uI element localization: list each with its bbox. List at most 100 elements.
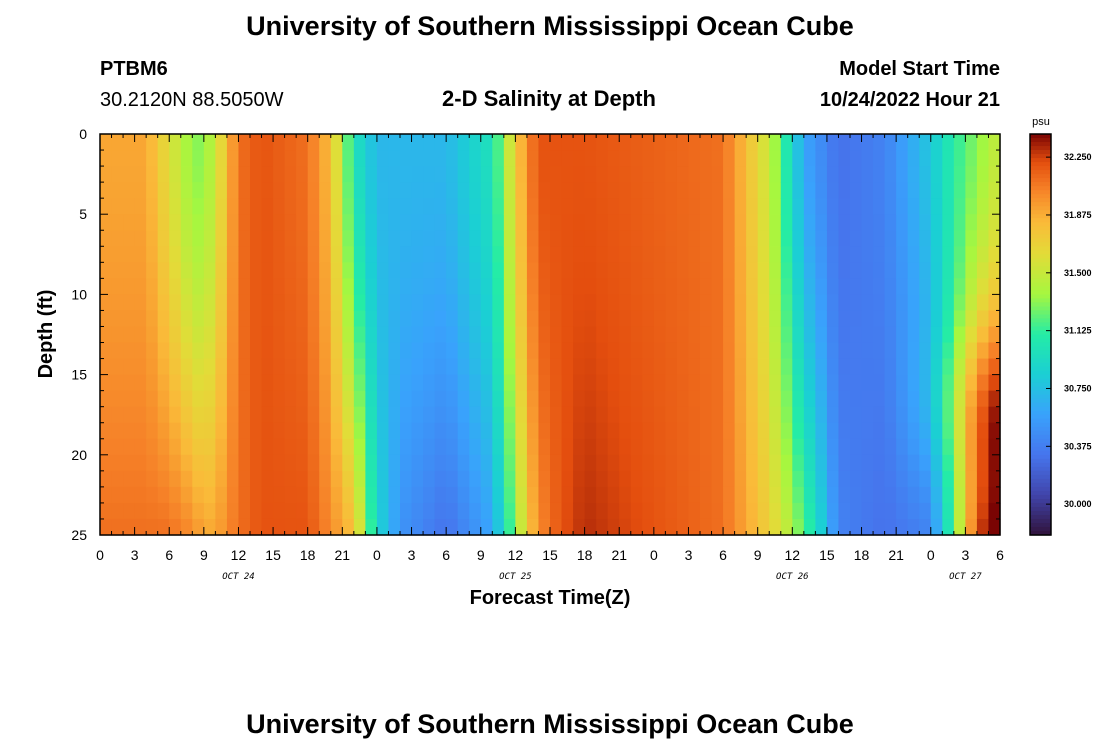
heatmap-cell <box>180 214 193 231</box>
heatmap-cell <box>169 470 182 488</box>
heatmap-cell <box>550 150 563 167</box>
heatmap-cell <box>123 454 136 472</box>
heatmap-cell <box>111 326 124 344</box>
heatmap-cell <box>884 262 897 279</box>
heatmap-cell <box>930 166 943 183</box>
heatmap-cell <box>838 470 851 488</box>
colorbar-segment <box>1030 402 1051 408</box>
heatmap-cell <box>123 390 136 408</box>
heatmap-cell <box>134 134 147 151</box>
heatmap-cell <box>630 246 643 263</box>
colorbar-segment <box>1030 158 1051 163</box>
heatmap-cell <box>388 486 401 504</box>
heatmap-cell <box>480 422 493 440</box>
heatmap-cell <box>930 310 943 328</box>
heatmap-cell <box>630 406 643 424</box>
heatmap-cell <box>388 294 401 312</box>
heatmap-cell <box>492 454 505 472</box>
heatmap-cell <box>884 518 897 536</box>
heatmap-cell <box>273 454 286 472</box>
heatmap-cell <box>111 502 124 520</box>
heatmap-cell <box>434 294 447 312</box>
heatmap-cell <box>307 134 320 151</box>
colorbar-segment <box>1030 354 1051 360</box>
heatmap-cell <box>480 358 493 376</box>
heatmap-cell <box>215 262 228 279</box>
heatmap-cell <box>376 342 390 360</box>
heatmap-cell <box>319 470 332 488</box>
colorbar-segment <box>1030 314 1051 320</box>
heatmap-cell <box>111 438 124 456</box>
heatmap-cell <box>884 278 897 295</box>
heatmap-cell <box>134 358 147 376</box>
heatmap-cell <box>723 262 736 279</box>
heatmap-cell <box>780 150 793 167</box>
heatmap-cell <box>653 150 666 167</box>
heatmap-cell <box>861 214 874 231</box>
heatmap-cell <box>607 246 620 263</box>
heatmap-cell <box>250 358 263 376</box>
heatmap-cell <box>480 198 493 215</box>
heatmap-cell <box>561 390 574 408</box>
heatmap-cell <box>584 198 597 215</box>
day-label: OCT 24 <box>222 572 255 582</box>
heatmap-cell <box>919 198 932 215</box>
heatmap-cell <box>457 422 470 440</box>
heatmap-cell <box>446 278 459 295</box>
heatmap-cell <box>723 214 736 231</box>
heatmap-cell <box>596 486 609 504</box>
heatmap-cell <box>226 342 240 360</box>
heatmap-cell <box>538 406 551 424</box>
heatmap-cell <box>607 166 620 183</box>
heatmap-cell <box>757 390 770 408</box>
heatmap-cell <box>123 294 136 312</box>
heatmap-cell <box>815 182 828 199</box>
heatmap-cell <box>146 422 159 440</box>
heatmap-cell <box>976 454 990 472</box>
heatmap-cell <box>907 454 920 472</box>
heatmap-cell <box>700 230 713 247</box>
heatmap-cell <box>146 486 159 504</box>
colorbar-segment <box>1030 394 1051 400</box>
heatmap-cell <box>134 214 147 231</box>
heatmap-cell <box>146 406 159 424</box>
colorbar-segment <box>1030 502 1051 508</box>
heatmap-cell <box>503 342 516 360</box>
heatmap-cell <box>792 422 805 440</box>
colorbar-segment <box>1030 242 1051 247</box>
heatmap-cell <box>353 166 366 183</box>
heatmap-cell <box>700 278 713 295</box>
heatmap-cell <box>284 294 297 312</box>
heatmap-cell <box>861 438 874 456</box>
chart-title: 2-D Salinity at Depth <box>442 86 656 111</box>
colorbar-segment <box>1030 310 1051 316</box>
heatmap-cell <box>180 374 193 392</box>
heatmap-cell <box>630 166 643 183</box>
heatmap-cell <box>803 134 816 151</box>
heatmap-cell <box>907 358 920 376</box>
heatmap-cell <box>273 438 286 456</box>
heatmap-cell <box>319 374 332 392</box>
heatmap-cell <box>700 150 713 167</box>
heatmap-cell <box>665 310 678 328</box>
heatmap-cell <box>261 454 274 472</box>
heatmap-cell <box>607 390 620 408</box>
heatmap-cell <box>400 166 413 183</box>
heatmap-cell <box>503 406 516 424</box>
heatmap-cell <box>342 278 355 295</box>
heatmap-cell <box>400 486 413 504</box>
heatmap-cell <box>434 502 447 520</box>
heatmap-cell <box>111 198 124 215</box>
heatmap-cell <box>503 518 516 536</box>
heatmap-cell <box>769 214 782 231</box>
heatmap-cell <box>330 134 343 151</box>
heatmap-cell <box>665 454 678 472</box>
heatmap-cell <box>423 342 436 360</box>
heatmap-cell <box>307 150 320 167</box>
colorbar-segment <box>1030 498 1051 504</box>
heatmap-cell <box>226 214 240 231</box>
heatmap-cell <box>400 502 413 520</box>
heatmap-cell <box>780 374 793 392</box>
heatmap-cell <box>319 262 332 279</box>
colorbar-segment <box>1030 470 1051 476</box>
